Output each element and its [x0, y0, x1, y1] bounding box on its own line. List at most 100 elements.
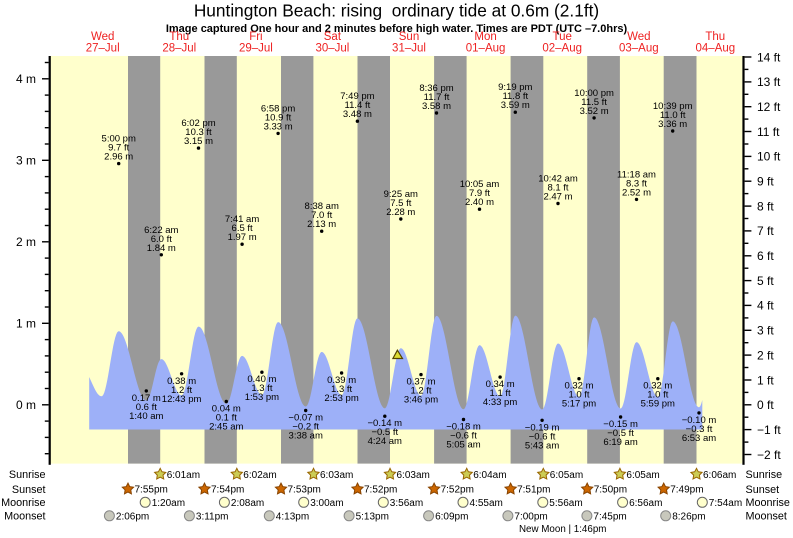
- svg-text:Wed: Wed: [91, 31, 114, 43]
- svg-text:Image captured One hour and 2: Image captured One hour and 2 minutes be…: [166, 23, 628, 35]
- svg-text:1:53 pm: 1:53 pm: [245, 392, 279, 403]
- svg-text:0.37 m: 0.37 m: [406, 377, 435, 388]
- svg-text:0.34 m: 0.34 m: [486, 379, 515, 390]
- svg-text:7:54pm: 7:54pm: [211, 485, 244, 496]
- svg-text:1.2 ft: 1.2 ft: [410, 386, 431, 397]
- svg-text:Thu: Thu: [169, 31, 189, 43]
- svg-text:5:17 pm: 5:17 pm: [562, 399, 596, 410]
- svg-text:2.96 m: 2.96 m: [104, 152, 133, 163]
- svg-text:8.3 ft: 8.3 ft: [626, 178, 647, 189]
- svg-text:8:36 pm: 8:36 pm: [419, 83, 453, 94]
- svg-text:02–Aug: 02–Aug: [542, 43, 582, 55]
- svg-text:7.9 ft: 7.9 ft: [469, 188, 490, 199]
- svg-text:−0.18 m: −0.18 m: [446, 422, 481, 433]
- svg-text:6 ft: 6 ft: [757, 249, 774, 263]
- svg-text:7:51pm: 7:51pm: [517, 485, 550, 496]
- svg-text:9:19 pm: 9:19 pm: [498, 82, 532, 93]
- svg-text:8:38 am: 8:38 am: [305, 201, 339, 212]
- svg-text:0.1 ft: 0.1 ft: [216, 413, 237, 424]
- svg-text:7:52pm: 7:52pm: [441, 485, 474, 496]
- svg-text:3.36 m: 3.36 m: [658, 119, 687, 130]
- svg-text:04–Aug: 04–Aug: [695, 43, 735, 55]
- svg-text:14 ft: 14 ft: [757, 50, 781, 64]
- svg-text:1.0 ft: 1.0 ft: [568, 390, 589, 401]
- svg-text:30–Jul: 30–Jul: [315, 43, 349, 55]
- svg-text:0.32 m: 0.32 m: [564, 381, 593, 392]
- svg-text:6:04am: 6:04am: [473, 470, 506, 481]
- svg-text:−2 ft: −2 ft: [757, 448, 781, 462]
- svg-text:6:05am: 6:05am: [550, 470, 583, 481]
- svg-text:4:24 am: 4:24 am: [368, 436, 402, 447]
- svg-text:5:00 pm: 5:00 pm: [102, 134, 136, 145]
- svg-text:7:53pm: 7:53pm: [288, 485, 321, 496]
- svg-text:3 ft: 3 ft: [757, 324, 774, 338]
- svg-text:8:26pm: 8:26pm: [672, 511, 705, 522]
- svg-text:6:05am: 6:05am: [626, 470, 659, 481]
- svg-text:31–Jul: 31–Jul: [392, 43, 426, 55]
- svg-text:1:40 am: 1:40 am: [129, 411, 163, 422]
- svg-text:5:43 am: 5:43 am: [525, 440, 559, 451]
- svg-text:8 ft: 8 ft: [757, 199, 774, 213]
- svg-text:0.04 m: 0.04 m: [212, 404, 241, 415]
- svg-text:5:56am: 5:56am: [549, 498, 582, 509]
- svg-text:6:53 am: 6:53 am: [682, 433, 716, 444]
- svg-text:Sunset: Sunset: [12, 484, 46, 496]
- svg-text:2.13 m: 2.13 m: [307, 219, 336, 230]
- svg-text:7.5 ft: 7.5 ft: [390, 198, 411, 209]
- svg-text:2 m: 2 m: [16, 235, 36, 249]
- svg-text:3.58 m: 3.58 m: [422, 101, 451, 112]
- svg-text:Moonset: Moonset: [746, 511, 787, 523]
- svg-text:11.4 ft: 11.4 ft: [345, 100, 371, 111]
- svg-text:11.8 ft: 11.8 ft: [502, 91, 528, 102]
- svg-text:7:49pm: 7:49pm: [670, 485, 703, 496]
- svg-text:27–Jul: 27–Jul: [86, 43, 120, 55]
- svg-text:2:53 pm: 2:53 pm: [324, 393, 358, 404]
- svg-text:6:03am: 6:03am: [320, 470, 353, 481]
- svg-text:4:55am: 4:55am: [470, 498, 503, 509]
- svg-text:1.3 ft: 1.3 ft: [251, 383, 272, 394]
- svg-text:9:25 am: 9:25 am: [384, 189, 418, 200]
- svg-text:6.0 ft: 6.0 ft: [151, 234, 172, 245]
- svg-text:5 ft: 5 ft: [757, 274, 774, 288]
- svg-text:0.17 m: 0.17 m: [132, 393, 161, 404]
- svg-text:7:55pm: 7:55pm: [135, 485, 168, 496]
- svg-text:−0.2 ft: −0.2 ft: [292, 422, 319, 433]
- svg-text:0 ft: 0 ft: [757, 398, 774, 412]
- svg-text:03–Aug: 03–Aug: [619, 43, 659, 55]
- svg-text:0.38 m: 0.38 m: [167, 376, 196, 387]
- svg-text:4 m: 4 m: [16, 72, 36, 86]
- svg-text:Huntington Beach: rising ordi: Huntington Beach: rising ordinary tide a…: [194, 1, 599, 21]
- svg-text:6:01am: 6:01am: [167, 470, 200, 481]
- svg-text:1 m: 1 m: [16, 317, 36, 331]
- svg-text:8.1 ft: 8.1 ft: [547, 183, 568, 194]
- svg-text:6:03am: 6:03am: [397, 470, 430, 481]
- svg-text:6:09pm: 6:09pm: [435, 511, 468, 522]
- svg-text:7:50pm: 7:50pm: [594, 485, 627, 496]
- svg-text:5:13pm: 5:13pm: [356, 511, 389, 522]
- svg-text:7:49 pm: 7:49 pm: [340, 91, 374, 102]
- svg-text:1.0 ft: 1.0 ft: [647, 390, 668, 401]
- svg-text:12 ft: 12 ft: [757, 100, 781, 114]
- svg-text:3.52 m: 3.52 m: [580, 106, 609, 117]
- svg-text:6:06am: 6:06am: [703, 470, 736, 481]
- svg-text:7:54am: 7:54am: [709, 498, 742, 509]
- svg-text:Tue: Tue: [553, 31, 572, 43]
- svg-text:7:00pm: 7:00pm: [514, 511, 547, 522]
- svg-text:29–Jul: 29–Jul: [239, 43, 273, 55]
- svg-text:1.84 m: 1.84 m: [147, 243, 176, 254]
- svg-text:10.3 ft: 10.3 ft: [185, 127, 212, 138]
- svg-text:Fri: Fri: [249, 31, 262, 43]
- svg-text:Sat: Sat: [324, 31, 342, 43]
- svg-text:7:45pm: 7:45pm: [593, 511, 626, 522]
- svg-text:01–Aug: 01–Aug: [466, 43, 506, 55]
- svg-text:5:59 pm: 5:59 pm: [641, 399, 675, 410]
- svg-text:28–Jul: 28–Jul: [162, 43, 196, 55]
- svg-text:3:46 pm: 3:46 pm: [404, 395, 438, 406]
- svg-text:0 m: 0 m: [16, 398, 36, 412]
- svg-text:2:08am: 2:08am: [231, 498, 264, 509]
- svg-text:7.0 ft: 7.0 ft: [311, 210, 332, 221]
- svg-text:Moonset: Moonset: [4, 511, 45, 523]
- svg-text:−0.6 ft: −0.6 ft: [529, 431, 556, 442]
- svg-text:6.5 ft: 6.5 ft: [232, 223, 253, 234]
- svg-text:0.40 m: 0.40 m: [247, 374, 276, 385]
